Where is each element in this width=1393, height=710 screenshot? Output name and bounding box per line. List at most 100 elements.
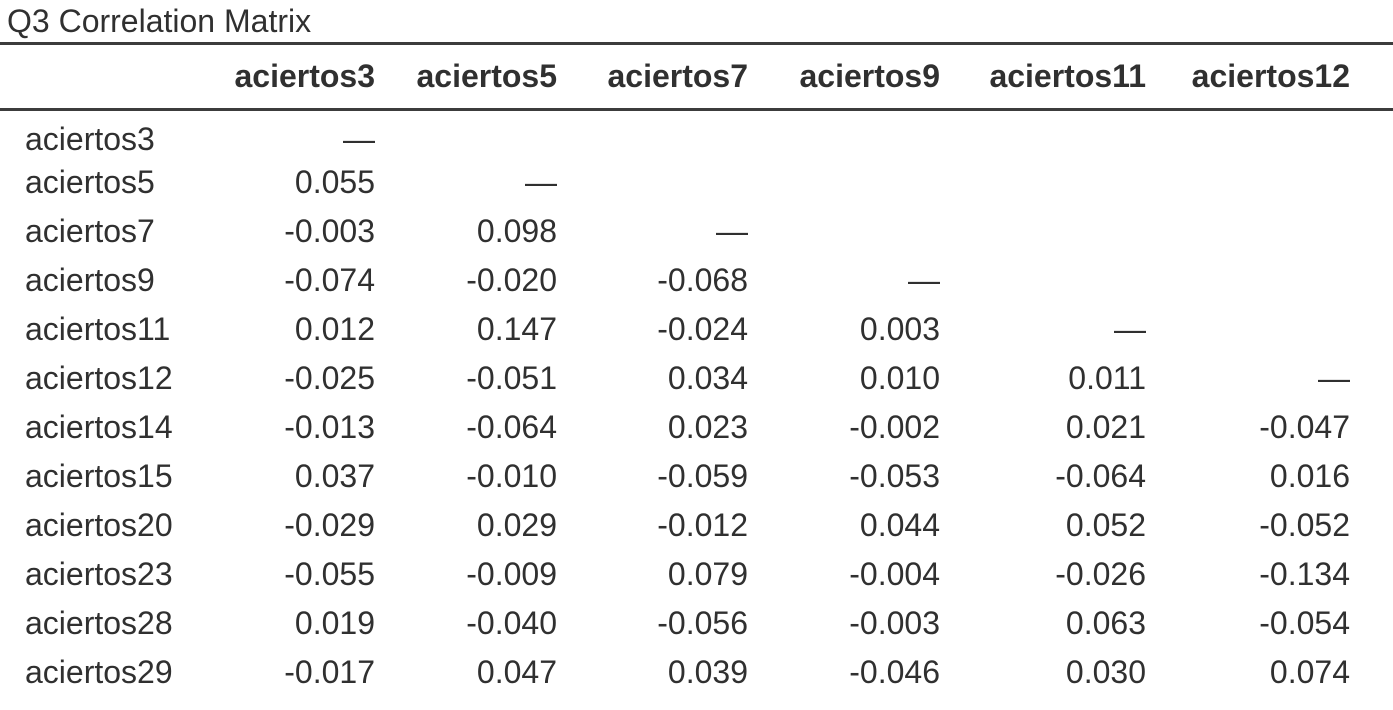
row-label: aciertos3 — [25, 121, 155, 157]
correlation-value-cell: 0.055 — [294, 164, 375, 200]
correlation-value-cell: -0.002 — [849, 409, 940, 445]
empty-cell — [940, 207, 1146, 256]
correlation-value-cell: 0.023 — [667, 409, 748, 445]
correlation-value-cell: -0.003 — [284, 213, 375, 249]
empty-cell — [940, 256, 1146, 305]
correlation-value-cell: -0.054 — [1259, 605, 1350, 641]
correlation-table: aciertos3 aciertos5 aciertos7 aciertos9 acie… — [0, 45, 1350, 697]
correlation-value-cell: 0.034 — [667, 360, 748, 396]
correlation-value-cell: -0.047 — [1259, 409, 1350, 445]
table-row-aciertos28: aciertos28 0.019 -0.040 -0.056 -0.003 0.063 -0… — [0, 599, 1350, 648]
empty-cell — [940, 158, 1146, 207]
empty-cell — [748, 158, 940, 207]
empty-cell — [1146, 305, 1350, 354]
correlation-value-cell: 0.039 — [667, 654, 748, 690]
row-label: aciertos15 — [25, 458, 173, 494]
table-row-aciertos23: aciertos23 -0.055 -0.009 0.079 -0.004 -0.026 -… — [0, 550, 1350, 599]
correlation-value-cell: -0.052 — [1259, 507, 1350, 543]
row-label: aciertos14 — [25, 409, 173, 445]
correlation-value-cell: 0.021 — [1065, 409, 1146, 445]
correlation-value-cell: -0.025 — [284, 360, 375, 396]
row-label: aciertos20 — [25, 507, 173, 543]
table-row-aciertos20: aciertos20 -0.029 0.029 -0.012 0.044 0.052 -0.… — [0, 501, 1350, 550]
empty-cell — [748, 108, 940, 158]
correlation-value-cell: -0.068 — [657, 262, 748, 298]
row-label: aciertos5 — [25, 164, 155, 200]
correlation-value-cell: -0.020 — [466, 262, 557, 298]
table-row-aciertos5: aciertos5 0.055 — — [0, 158, 1350, 207]
correlation-value-cell: -0.064 — [1055, 458, 1146, 494]
correlation-value-cell: -0.004 — [849, 556, 940, 592]
table-row-aciertos12: aciertos12 -0.025 -0.051 0.034 0.010 0.011 — — [0, 354, 1350, 403]
column-header-aciertos9: aciertos9 — [799, 58, 940, 94]
correlation-value-cell: -0.064 — [466, 409, 557, 445]
correlation-value-cell: 0.063 — [1065, 605, 1146, 641]
correlation-value-cell: 0.074 — [1269, 654, 1350, 690]
correlation-value-cell: 0.079 — [667, 556, 748, 592]
table-row-aciertos14: aciertos14 -0.013 -0.064 0.023 -0.002 0.021 -0… — [0, 403, 1350, 452]
table-row-aciertos29: aciertos29 -0.017 0.047 0.039 -0.046 0.030 0.0… — [0, 648, 1350, 697]
correlation-value-cell: -0.026 — [1055, 556, 1146, 592]
diagonal-dash-cell: — — [1318, 360, 1350, 396]
row-label: aciertos23 — [25, 556, 173, 592]
table-row-aciertos11: aciertos11 0.012 0.147 -0.024 0.003 — — [0, 305, 1350, 354]
correlation-value-cell: -0.134 — [1259, 556, 1350, 592]
row-label: aciertos12 — [25, 360, 173, 396]
table-body: aciertos3 — aciertos5 0.055 — aciertos7 -0.003… — [0, 108, 1350, 697]
diagonal-dash-cell: — — [716, 213, 748, 249]
correlation-value-cell: 0.037 — [294, 458, 375, 494]
correlation-value-cell: -0.013 — [284, 409, 375, 445]
column-header-aciertos12: aciertos12 — [1191, 58, 1350, 94]
correlation-value-cell: -0.017 — [284, 654, 375, 690]
correlation-value-cell: 0.098 — [476, 213, 557, 249]
row-label: aciertos7 — [25, 213, 155, 249]
correlation-value-cell: -0.074 — [284, 262, 375, 298]
page-title: Q3 Correlation Matrix — [7, 3, 312, 39]
header-row: aciertos3 aciertos5 aciertos7 aciertos9 acie… — [0, 45, 1350, 108]
empty-cell — [375, 108, 557, 158]
empty-cell — [940, 108, 1146, 158]
table-row-aciertos3: aciertos3 — — [0, 108, 1350, 158]
correlation-value-cell: 0.012 — [294, 311, 375, 347]
diagonal-dash-cell: — — [343, 121, 375, 157]
row-label: aciertos28 — [25, 605, 173, 641]
correlation-value-cell: 0.047 — [476, 654, 557, 690]
empty-cell — [1146, 207, 1350, 256]
correlation-value-cell: -0.053 — [849, 458, 940, 494]
empty-cell — [557, 108, 748, 158]
correlation-value-cell: -0.010 — [466, 458, 557, 494]
correlation-value-cell: -0.012 — [657, 507, 748, 543]
correlation-value-cell: 0.003 — [859, 311, 940, 347]
correlation-value-cell: 0.011 — [1068, 360, 1146, 396]
correlation-value-cell: 0.030 — [1065, 654, 1146, 690]
column-header-aciertos5: aciertos5 — [416, 58, 557, 94]
column-header-aciertos3: aciertos3 — [234, 58, 375, 94]
corner-cell — [0, 45, 185, 108]
correlation-value-cell: -0.009 — [466, 556, 557, 592]
correlation-value-cell: -0.051 — [466, 360, 557, 396]
correlation-value-cell: 0.044 — [859, 507, 940, 543]
table-row-aciertos9: aciertos9 -0.074 -0.020 -0.068 — — [0, 256, 1350, 305]
correlation-value-cell: -0.055 — [284, 556, 375, 592]
row-label: aciertos9 — [25, 262, 155, 298]
row-label: aciertos29 — [25, 654, 173, 690]
correlation-value-cell: 0.147 — [476, 311, 557, 347]
empty-cell — [1146, 256, 1350, 305]
diagonal-dash-cell: — — [525, 164, 557, 200]
correlation-value-cell: 0.016 — [1269, 458, 1350, 494]
column-header-aciertos7: aciertos7 — [607, 58, 748, 94]
correlation-value-cell: -0.046 — [849, 654, 940, 690]
header-bottom-rule — [0, 108, 1393, 111]
empty-cell — [748, 207, 940, 256]
row-label: aciertos11 — [25, 311, 171, 347]
correlation-value-cell: -0.029 — [284, 507, 375, 543]
correlation-value-cell: -0.040 — [466, 605, 557, 641]
empty-cell — [1146, 108, 1350, 158]
table-row-aciertos7: aciertos7 -0.003 0.098 — — [0, 207, 1350, 256]
header-top-rule — [0, 42, 1393, 45]
table-row-aciertos15: aciertos15 0.037 -0.010 -0.059 -0.053 -0.064 0… — [0, 452, 1350, 501]
correlation-value-cell: 0.029 — [476, 507, 557, 543]
correlation-value-cell: 0.019 — [294, 605, 375, 641]
diagonal-dash-cell: — — [1114, 311, 1146, 347]
